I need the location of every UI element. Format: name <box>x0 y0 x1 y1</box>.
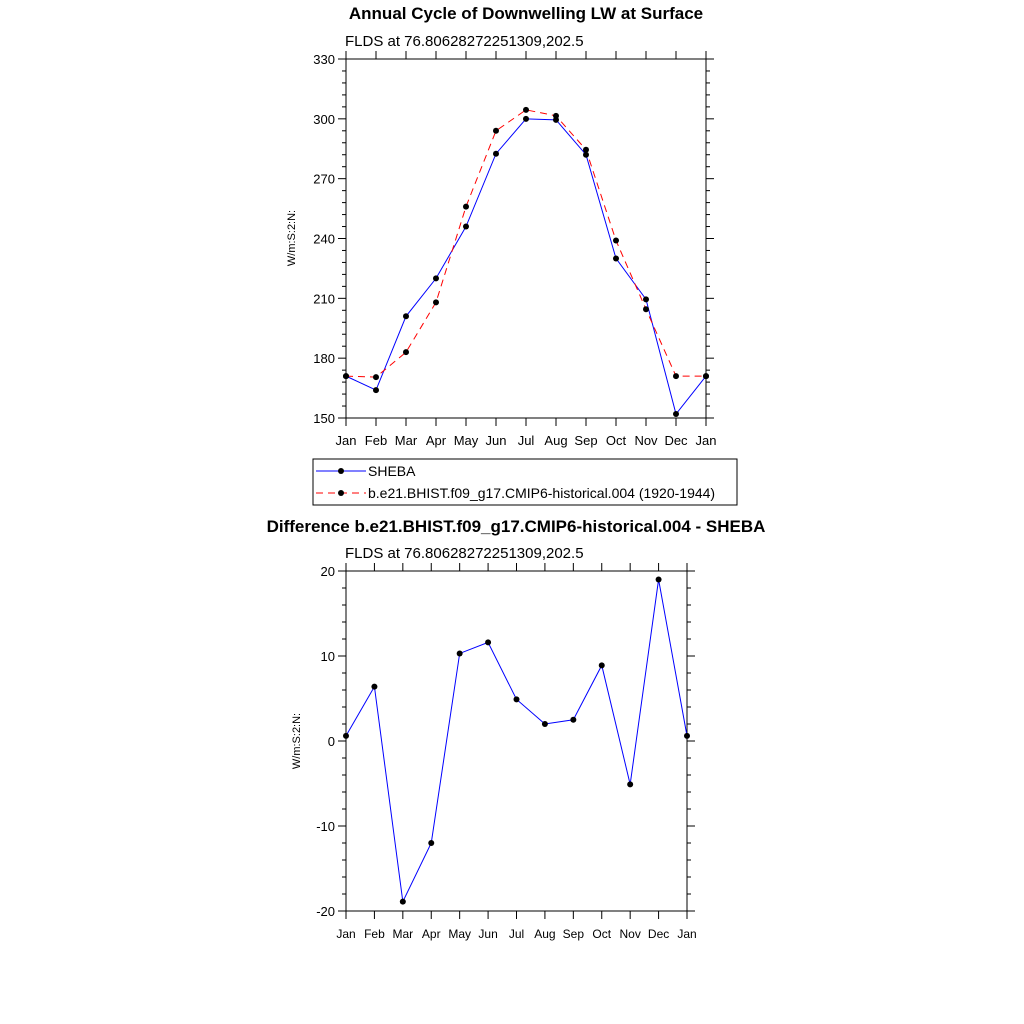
bottom-chart-series-0-point <box>399 898 406 905</box>
top-chart-xtick-label: May <box>454 433 479 448</box>
bottom-chart-series-0-point <box>485 639 492 646</box>
bottom-chart-series-0-point <box>627 781 634 788</box>
bottom-chart-xtick-label: Jan <box>677 927 696 941</box>
top-chart-series-1-point <box>493 127 499 134</box>
top-chart-xtick-label: Feb <box>365 433 387 448</box>
bottom-chart-ytick-label: -20 <box>316 904 335 919</box>
bottom-chart-series-line-0 <box>345 579 688 904</box>
top-chart-xtick-label: Jan <box>336 433 357 448</box>
bottom-chart-series-0-point <box>343 732 349 739</box>
top-chart-ytick-label: 330 <box>313 52 335 67</box>
top-chart-series-1-point <box>433 299 439 306</box>
top-chart-legend: SHEBA b.e21.BHIST.f09_g17.CMIP6-historic… <box>312 458 738 506</box>
top-chart-ytick-label: 150 <box>313 411 335 426</box>
top-chart-xtick-label: Nov <box>634 433 658 448</box>
legend-box <box>312 458 738 506</box>
top-chart-xtick-label: Sep <box>574 433 597 448</box>
top-chart-title: Annual Cycle of Downwelling LW at Surfac… <box>349 4 703 23</box>
bottom-chart-xtick-label: Jun <box>478 927 497 941</box>
top-chart-series-1-point <box>373 374 379 381</box>
bottom-chart-series-0-point <box>598 662 605 669</box>
top-chart-series-1-point <box>343 373 349 380</box>
top-chart-series-line-0 <box>345 118 707 416</box>
top-chart-series-1-point <box>523 106 529 113</box>
top-chart-xtick-label: Jan <box>696 433 717 448</box>
bottom-chart-subtitle: FLDS at 76.80628272251309,202.5 <box>345 545 584 562</box>
bottom-chart-plot: -20 -10 0 10 20 Jan Feb Mar Apr May Jun Jul Aug Sep Oc… <box>316 563 697 941</box>
bottom-chart-series-0-point <box>428 840 435 846</box>
top-chart-xtick-label: Mar <box>395 433 418 448</box>
legend-label-model: b.e21.BHIST.f09_g17.CMIP6-historical.004… <box>368 485 715 501</box>
bottom-chart-series-0-point <box>371 683 378 690</box>
top-chart-series-0-point <box>433 275 439 282</box>
bottom-chart-series-0-point <box>541 721 548 727</box>
top-chart-ytick-label: 300 <box>313 112 335 127</box>
top-chart-ylabel: W/m:S:2:N: <box>286 210 298 266</box>
top-chart-ytick-label: 210 <box>313 291 335 306</box>
bottom-chart-xtick-label: Mar <box>392 927 413 941</box>
top-chart-ytick-label: 180 <box>313 351 335 366</box>
bottom-chart-ytick-label: 0 <box>328 734 335 749</box>
bottom-chart-xtick-label: Dec <box>648 927 669 941</box>
top-chart-series-0-point <box>493 150 499 157</box>
legend-label-sheba: SHEBA <box>368 463 416 479</box>
bottom-chart-xtick-label: Aug <box>534 927 555 941</box>
bottom-chart-ytick-label: 10 <box>321 649 335 664</box>
top-chart-series-1-point <box>643 306 649 313</box>
bottom-chart-series-0-point <box>513 696 520 703</box>
top-chart-series-1-point <box>613 237 619 244</box>
top-chart-plot: 150 180 210 240 270 300 330 Jan Feb Mar Apr May Jun J… <box>313 51 716 448</box>
bottom-chart-xtick-label: Sep <box>563 927 585 941</box>
top-chart-series-1-point <box>403 349 409 356</box>
top-chart-series-0-point <box>463 223 469 230</box>
top-chart-series-1-point <box>703 373 709 380</box>
bottom-chart-xtick-label: Nov <box>619 927 640 941</box>
top-chart-series-0-point <box>643 296 649 303</box>
top-chart-xtick-label: Oct <box>606 433 627 448</box>
bottom-chart-xtick-label: Jul <box>509 927 524 941</box>
bottom-chart-xtick-label: Jan <box>336 927 355 941</box>
bottom-chart-xtick-label: May <box>448 927 471 941</box>
top-chart-xtick-label: Dec <box>664 433 688 448</box>
top-chart-series-0-point <box>523 115 529 122</box>
top-chart-series-0-point <box>583 151 589 158</box>
bottom-chart-title: Difference b.e21.BHIST.f09_g17.CMIP6-his… <box>267 517 766 536</box>
legend-marker-model <box>338 490 344 496</box>
top-chart-series-1-point <box>463 203 469 210</box>
bottom-chart-ytick-label: 20 <box>321 564 335 579</box>
top-chart-xtick-label: Jul <box>518 433 535 448</box>
bottom-chart-xtick-label: Feb <box>364 927 385 941</box>
top-chart-series-0-point <box>403 313 409 320</box>
legend-marker-sheba <box>338 468 344 474</box>
top-chart-series-0-point <box>373 387 379 394</box>
top-chart-xtick-label: Apr <box>426 433 447 448</box>
bottom-chart-series-0-point <box>655 576 662 583</box>
bottom-chart-series-0-point <box>456 650 463 657</box>
top-chart-series-0-point <box>673 411 679 418</box>
bottom-chart-series-0-point <box>570 716 577 723</box>
top-chart-series-1-point <box>553 112 559 119</box>
bottom-chart-ylabel: W/m:S:2:N: <box>291 713 303 769</box>
top-chart-series-line-1 <box>345 109 706 378</box>
bottom-chart-series-0-point <box>684 732 690 739</box>
bottom-chart-xtick-label: Oct <box>592 927 611 941</box>
top-chart-series-1-point <box>583 146 589 153</box>
top-chart-xtick-label: Aug <box>544 433 567 448</box>
bottom-chart-ytick-label: -10 <box>316 819 335 834</box>
top-chart-ytick-label: 270 <box>313 172 335 187</box>
top-chart-xtick-label: Jun <box>486 433 507 448</box>
top-chart-ytick-label: 240 <box>313 232 335 247</box>
top-chart-series-1-point <box>673 373 679 380</box>
top-chart-series-0-point <box>613 255 619 262</box>
top-chart-subtitle: FLDS at 76.80628272251309,202.5 <box>345 33 584 50</box>
bottom-chart-xtick-label: Apr <box>422 927 441 941</box>
